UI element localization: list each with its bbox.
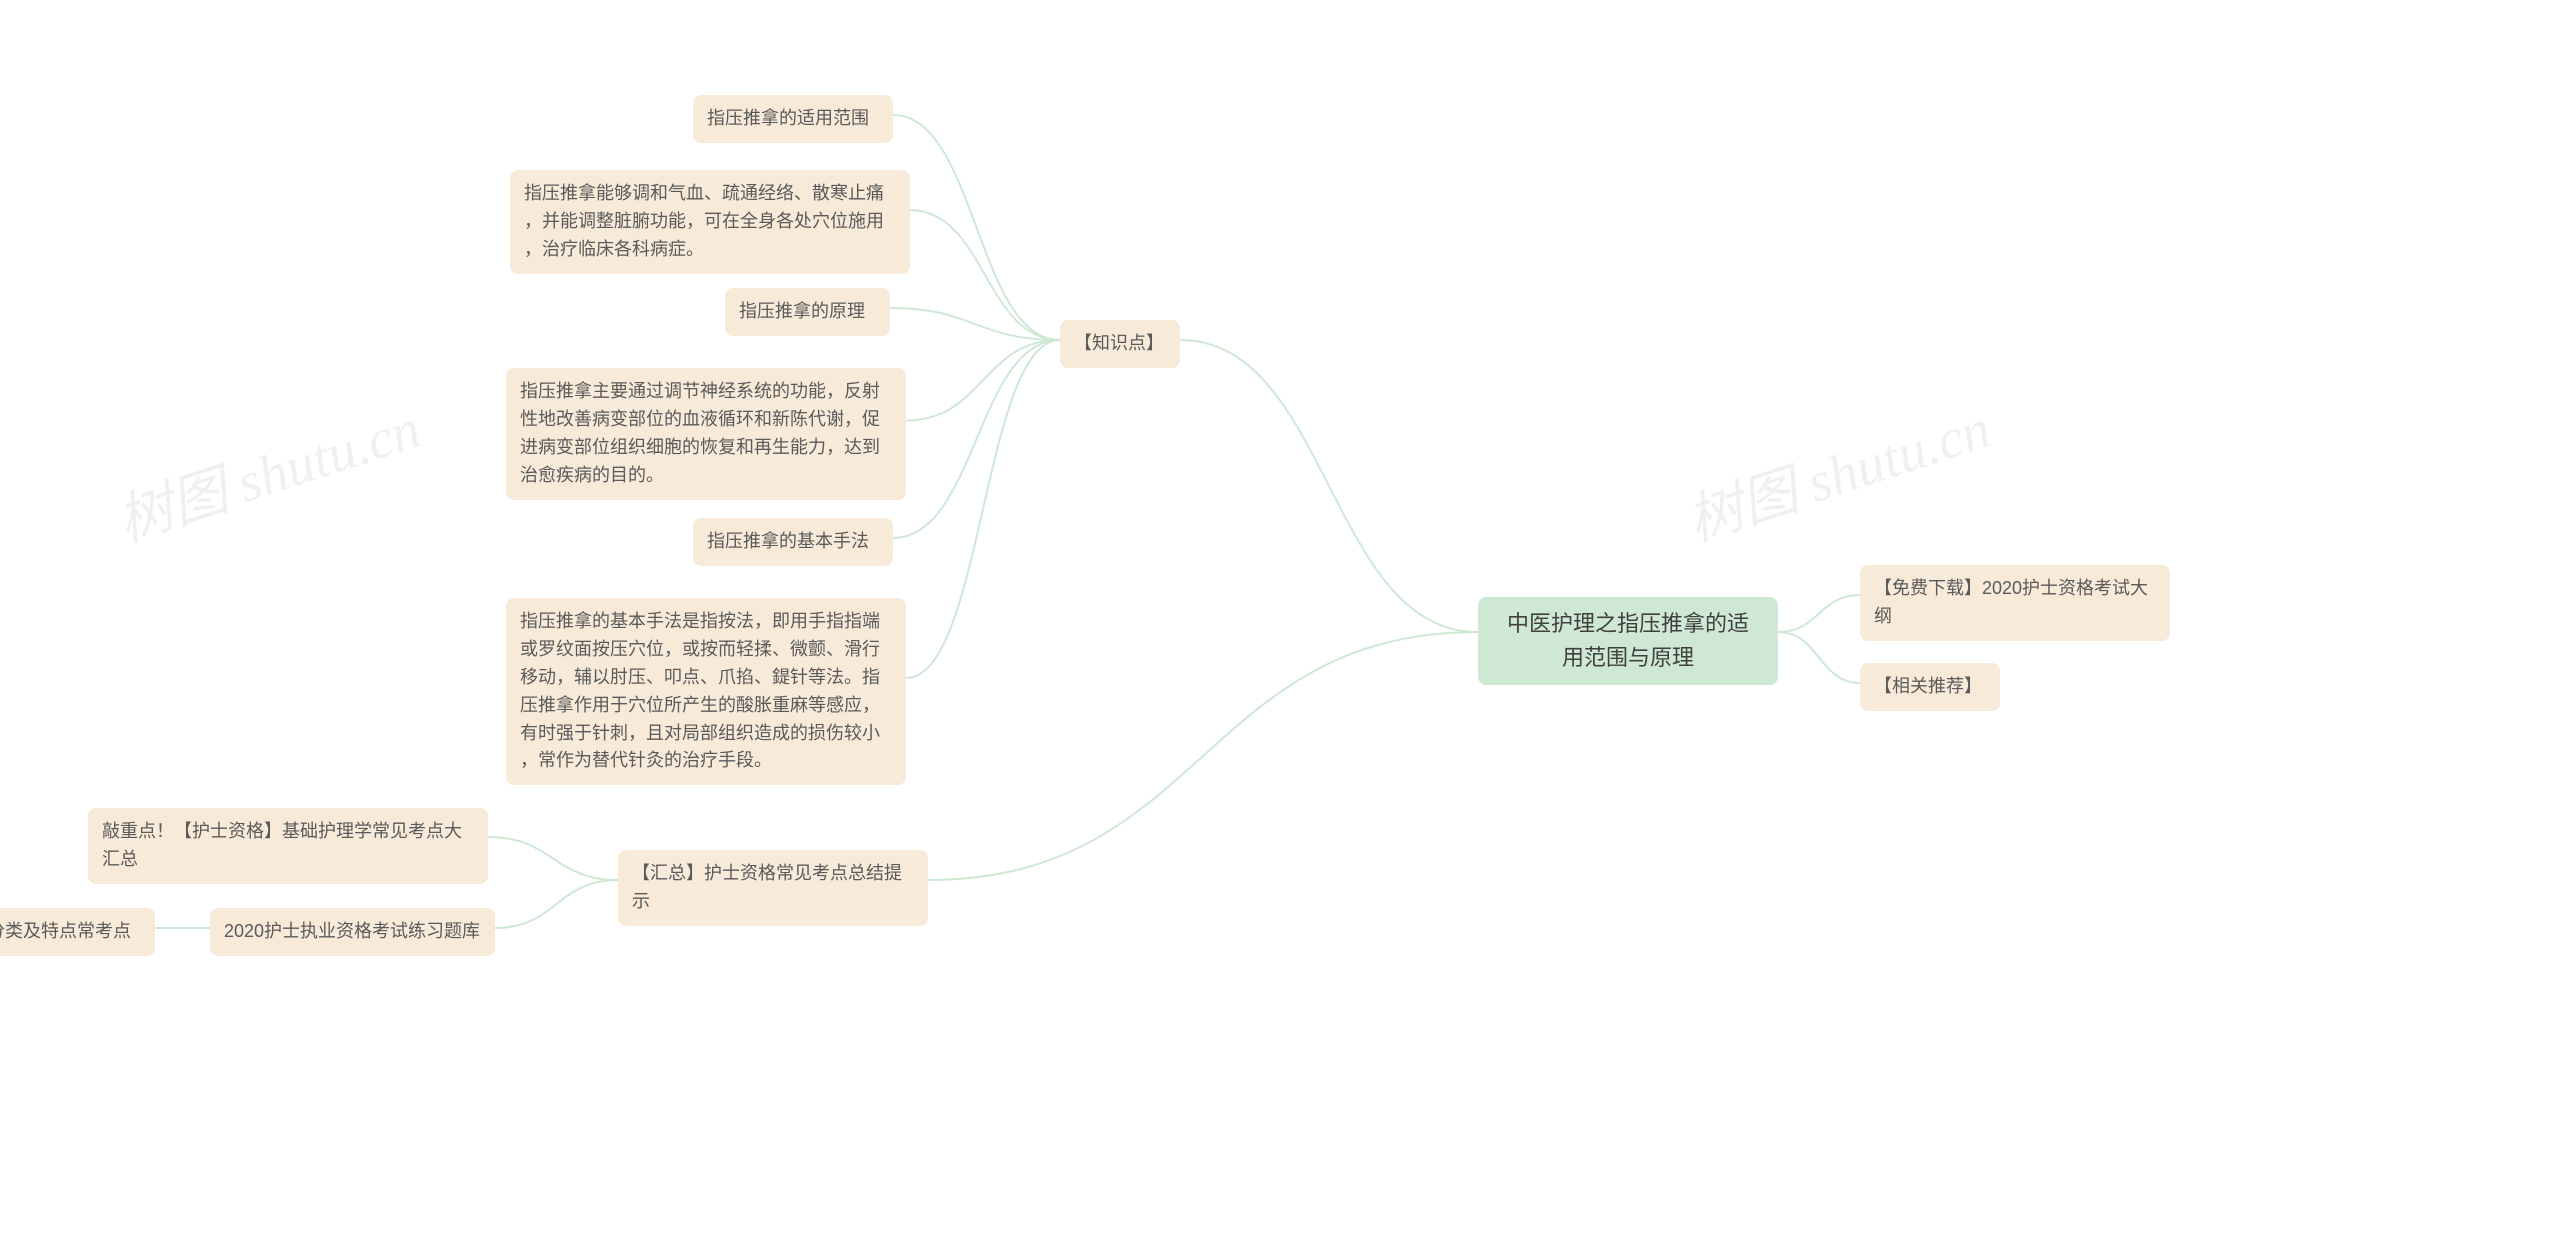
connector bbox=[1778, 595, 1860, 632]
watermark: 树图 shutu.cn bbox=[1675, 383, 1999, 557]
branch-b2: 【汇总】护士资格常见考点总结提示 bbox=[618, 850, 928, 926]
connector bbox=[906, 340, 1060, 421]
branch-b1: 【知识点】 bbox=[1060, 320, 1180, 368]
leaf-l7: 敲重点！【护士资格】基础护理学常见考点大汇总 bbox=[88, 808, 488, 884]
connector bbox=[928, 632, 1478, 880]
leaf-l5: 指压推拿的基本手法 bbox=[693, 518, 893, 566]
connector bbox=[906, 340, 1060, 678]
connector bbox=[890, 308, 1060, 340]
connector bbox=[1778, 632, 1860, 683]
leaf-l8: 2020护士执业资格考试练习题库 bbox=[210, 908, 495, 956]
branch-r2: 【相关推荐】 bbox=[1860, 663, 2000, 711]
connector bbox=[893, 340, 1060, 538]
connector bbox=[1180, 340, 1478, 632]
watermark: 树图 shutu.cn bbox=[105, 383, 429, 557]
leaf-l6: 指压推拿的基本手法是指按法，即用手指指端或罗纹面按压穴位，或按而轻揉、微颤、滑行… bbox=[506, 598, 906, 785]
connector bbox=[495, 880, 618, 928]
connector bbox=[910, 210, 1060, 340]
root-node: 中医护理之指压推拿的适用范围与原理 bbox=[1478, 597, 1778, 685]
leaf-l3: 指压推拿的原理 bbox=[725, 288, 890, 336]
leaf-l2: 指压推拿能够调和气血、疏通经络、散寒止痛，并能调整脏腑功能，可在全身各处穴位施用… bbox=[510, 170, 910, 274]
leaf-l4: 指压推拿主要通过调节神经系统的功能，反射性地改善病变部位的血液循环和新陈代谢，促… bbox=[506, 368, 906, 500]
branch-r1: 【免费下载】2020护士资格考试大纲 bbox=[1860, 565, 2170, 641]
connector bbox=[893, 115, 1060, 340]
leaf-l1: 指压推拿的适用范围 bbox=[693, 95, 893, 143]
connector-layer bbox=[0, 0, 2560, 1240]
leaf-l9: 护士资格考点之异常呼吸分类及特点常考点 bbox=[0, 908, 155, 956]
connector bbox=[488, 837, 618, 880]
